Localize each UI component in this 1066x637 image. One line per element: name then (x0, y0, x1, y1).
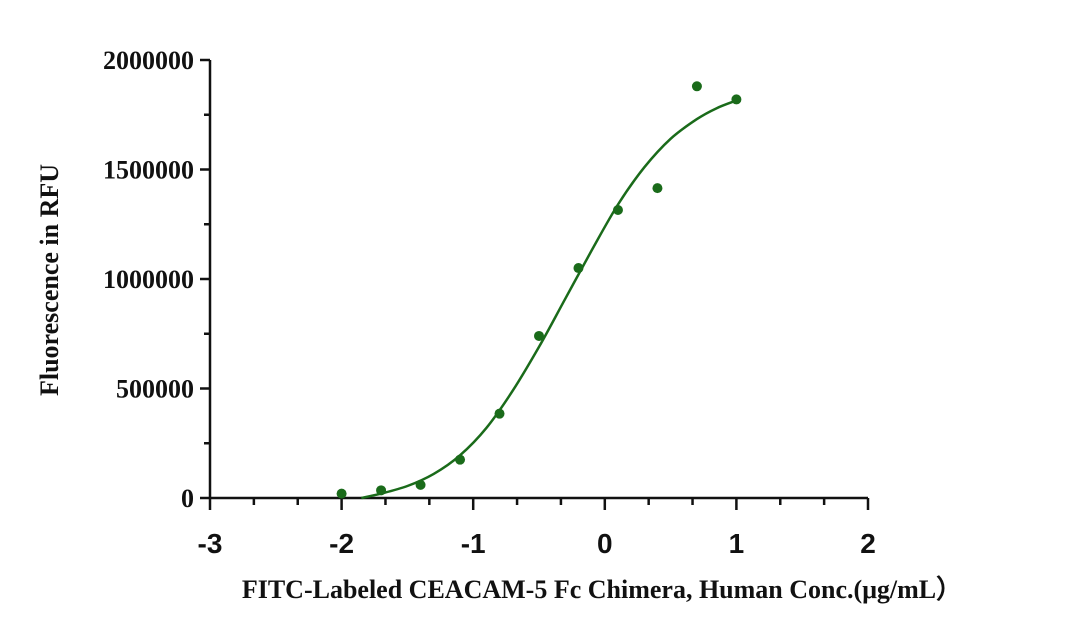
data-point (415, 479, 426, 490)
x-tick-label: -2 (329, 528, 354, 559)
data-point (494, 408, 505, 419)
data-point (336, 488, 347, 499)
y-axis-title: Fluorescence in RFU (35, 164, 64, 396)
data-points (336, 81, 742, 499)
data-point (731, 94, 742, 105)
data-point (652, 183, 663, 194)
y-tick-label: 1500000 (103, 156, 194, 185)
x-ticks: -3 -2 -1 0 1 2 (198, 498, 876, 559)
data-point (612, 205, 623, 216)
data-point (455, 454, 466, 465)
fit-curve (361, 99, 737, 500)
x-tick-label: 2 (860, 528, 876, 559)
data-point (573, 263, 584, 274)
data-point (534, 330, 544, 341)
x-tick-label: -1 (461, 528, 486, 559)
x-axis-title: FITC-Labeled CEACAM-5 Fc Chimera, Human … (242, 575, 962, 604)
y-ticks: 0 500000 1000000 1500000 2000000 (103, 46, 210, 513)
x-tick-label: 1 (729, 528, 745, 559)
x-tick-label: -3 (198, 528, 223, 559)
data-point (691, 81, 702, 92)
y-tick-label: 1000000 (103, 265, 194, 294)
y-tick-label: 500000 (116, 375, 194, 404)
y-tick-label: 0 (181, 484, 194, 513)
data-point (376, 485, 387, 496)
y-tick-label: 2000000 (103, 46, 194, 75)
y-axis: 0 500000 1000000 1500000 2000000 (103, 46, 212, 513)
x-tick-label: 0 (597, 528, 613, 559)
x-axis: -3 -2 -1 0 1 2 (198, 496, 876, 559)
